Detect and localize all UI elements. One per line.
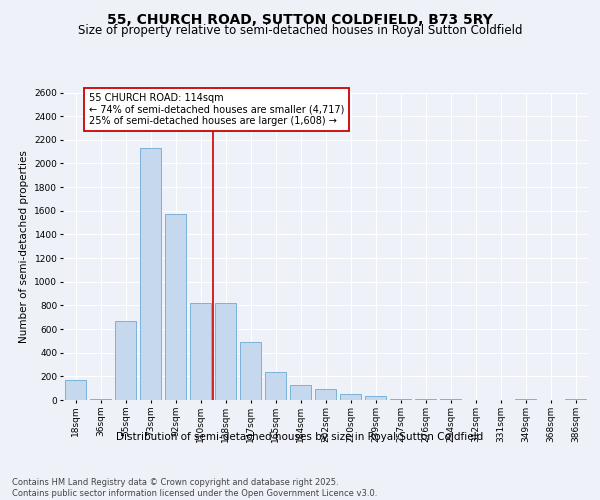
Bar — [165, 214, 186, 400]
Bar — [340, 394, 361, 400]
Y-axis label: Number of semi-detached properties: Number of semi-detached properties — [19, 150, 29, 342]
Bar — [115, 321, 136, 400]
Bar — [365, 396, 386, 400]
Bar — [390, 399, 411, 400]
Bar — [265, 372, 286, 400]
Bar — [315, 390, 336, 400]
Bar — [65, 380, 86, 400]
Text: Distribution of semi-detached houses by size in Royal Sutton Coldfield: Distribution of semi-detached houses by … — [116, 432, 484, 442]
Bar — [190, 303, 211, 400]
Text: 55, CHURCH ROAD, SUTTON COLDFIELD, B73 5RY: 55, CHURCH ROAD, SUTTON COLDFIELD, B73 5… — [107, 12, 493, 26]
Bar — [240, 342, 261, 400]
Text: 55 CHURCH ROAD: 114sqm
← 74% of semi-detached houses are smaller (4,717)
25% of : 55 CHURCH ROAD: 114sqm ← 74% of semi-det… — [89, 92, 344, 126]
Text: Size of property relative to semi-detached houses in Royal Sutton Coldfield: Size of property relative to semi-detach… — [78, 24, 522, 37]
Bar — [140, 148, 161, 400]
Bar — [90, 399, 111, 400]
Text: Contains HM Land Registry data © Crown copyright and database right 2025.
Contai: Contains HM Land Registry data © Crown c… — [12, 478, 377, 498]
Bar — [215, 303, 236, 400]
Bar — [290, 384, 311, 400]
